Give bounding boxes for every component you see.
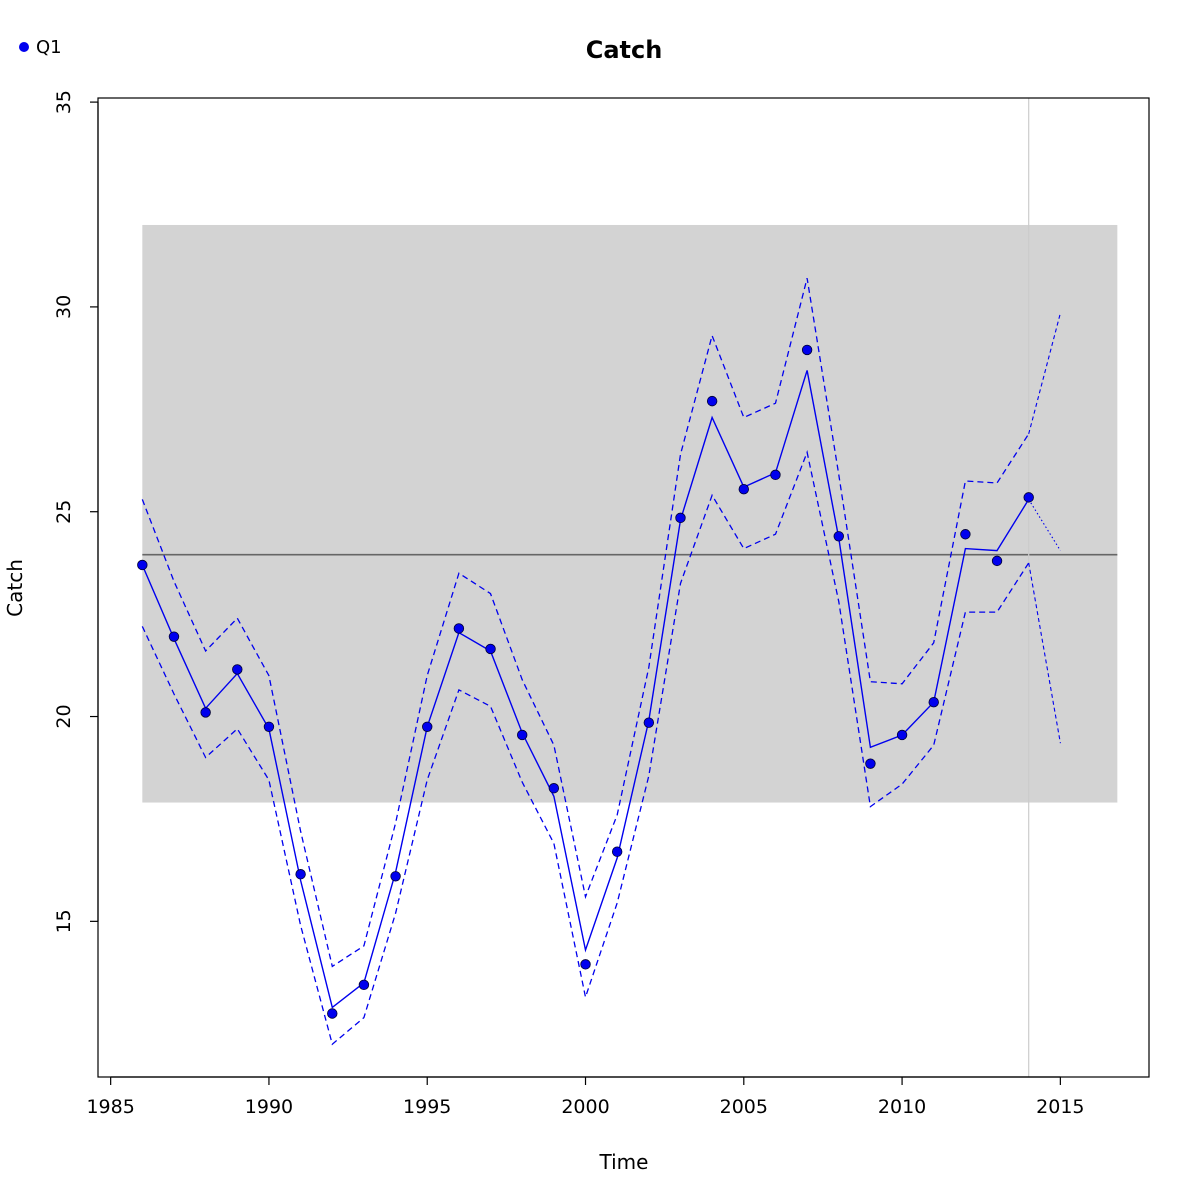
data-point xyxy=(1023,492,1034,503)
upper-bound-line xyxy=(141,278,1030,968)
data-point xyxy=(643,717,655,728)
data-point xyxy=(327,1008,338,1019)
x-tick-label: 2000 xyxy=(561,1096,609,1118)
x-tick-label: 2005 xyxy=(720,1096,768,1118)
legend-marker-q1 xyxy=(19,42,29,52)
x-tick-label: 1990 xyxy=(245,1096,293,1118)
data-point xyxy=(675,512,686,524)
data-point xyxy=(295,869,306,880)
data-point xyxy=(485,643,496,655)
data-point xyxy=(801,344,813,356)
x-tick-label: 1995 xyxy=(403,1096,451,1118)
data-point xyxy=(422,721,433,732)
data-point xyxy=(263,721,275,732)
data-point xyxy=(358,979,370,991)
data-point xyxy=(580,959,591,970)
data-point xyxy=(865,758,876,769)
data-point xyxy=(770,469,781,481)
y-tick-label: 15 xyxy=(53,909,75,933)
y-tick-label: 30 xyxy=(53,295,75,319)
data-point xyxy=(548,783,560,794)
chart-title: Catch xyxy=(586,36,663,64)
data-point xyxy=(833,531,844,542)
legend: Q1 xyxy=(19,37,62,58)
data-point xyxy=(390,871,401,882)
y-axis-label: Catch xyxy=(3,559,27,617)
data-point xyxy=(232,664,243,675)
x-axis-label: Time xyxy=(599,1150,649,1174)
data-point xyxy=(200,707,211,718)
data-point xyxy=(611,846,623,857)
data-point xyxy=(738,483,749,495)
fitted-line xyxy=(141,370,1030,1009)
forecast-lower-line xyxy=(1028,562,1061,744)
data-point xyxy=(960,529,971,540)
legend-label-q1: Q1 xyxy=(36,37,62,58)
data-point xyxy=(928,696,939,708)
range-band xyxy=(142,224,1118,803)
x-tick-label: 2015 xyxy=(1036,1096,1084,1118)
data-point xyxy=(706,395,718,407)
data-point xyxy=(516,729,528,741)
y-tick-label: 25 xyxy=(53,500,75,524)
data-point xyxy=(168,631,180,642)
reference-lines-layer xyxy=(142,98,1118,1077)
data-point xyxy=(896,729,908,741)
background-band-layer xyxy=(142,224,1118,803)
y-tick-label: 20 xyxy=(53,704,75,728)
series-layer xyxy=(137,278,1061,1046)
x-tick-label: 1985 xyxy=(86,1096,134,1118)
y-tick-label: 35 xyxy=(53,90,75,114)
lower-bound-line xyxy=(141,450,1030,1046)
axes-layer: 1985 1990 1995 2000 2005 2010 2015 15 20 25 30 35 xyxy=(53,90,1085,1118)
x-tick-label: 2010 xyxy=(878,1096,926,1118)
data-point xyxy=(991,555,1003,567)
data-point xyxy=(453,623,465,634)
data-point xyxy=(137,559,148,571)
